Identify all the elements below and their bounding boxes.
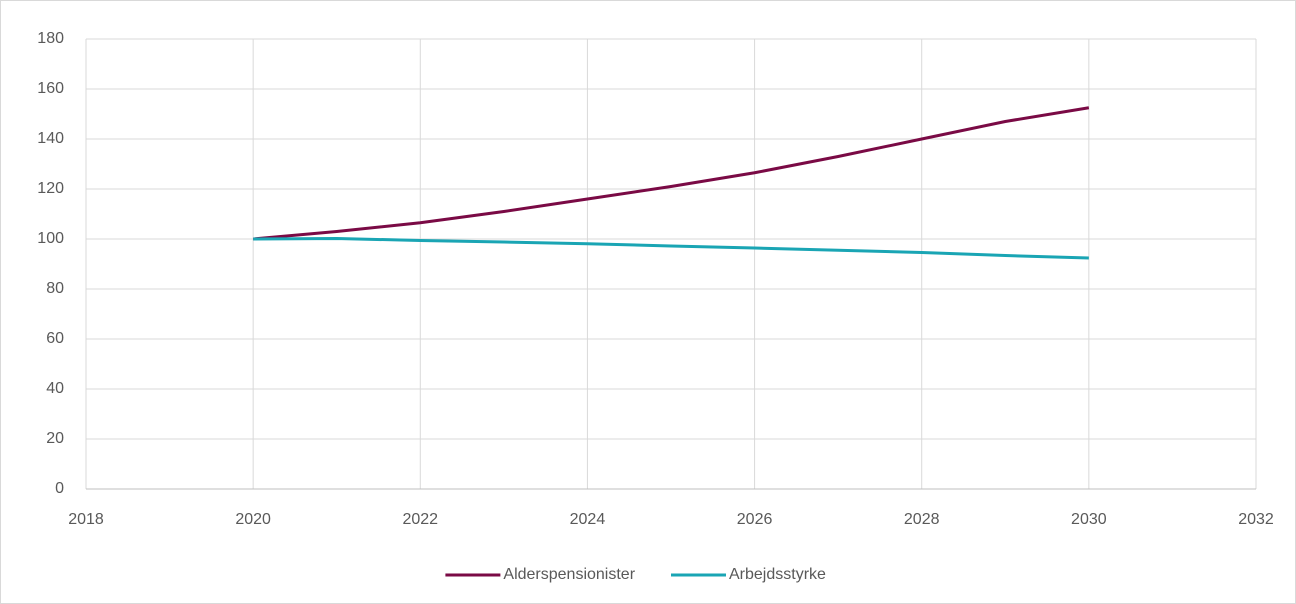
y-tick-label: 80 [46,280,64,297]
x-tick-label: 2028 [904,511,940,528]
line-series [253,106,1090,241]
y-tick-label: 20 [46,430,64,447]
y-tick-label: 0 [55,480,64,497]
y-tick-label: 120 [37,180,64,197]
x-tick-label: 2018 [68,511,104,528]
x-tick-label: 2026 [737,511,773,528]
x-tick-label: 2032 [1238,511,1274,528]
y-tick-label: 140 [37,130,64,147]
y-tick-label: 100 [37,230,64,247]
x-tick-label: 2030 [1071,511,1107,528]
y-tick-label: 40 [46,380,64,397]
legend-label: Arbejdsstyrke [729,566,826,583]
y-tick-label: 160 [37,80,64,97]
x-tick-label: 2024 [570,511,606,528]
y-tick-label: 60 [46,330,64,347]
x-tick-label: 2020 [235,511,271,528]
legend-label: Alderspensionister [503,566,635,583]
line-series [253,237,1089,260]
y-tick-label: 180 [37,30,64,47]
x-tick-label: 2022 [402,511,438,528]
